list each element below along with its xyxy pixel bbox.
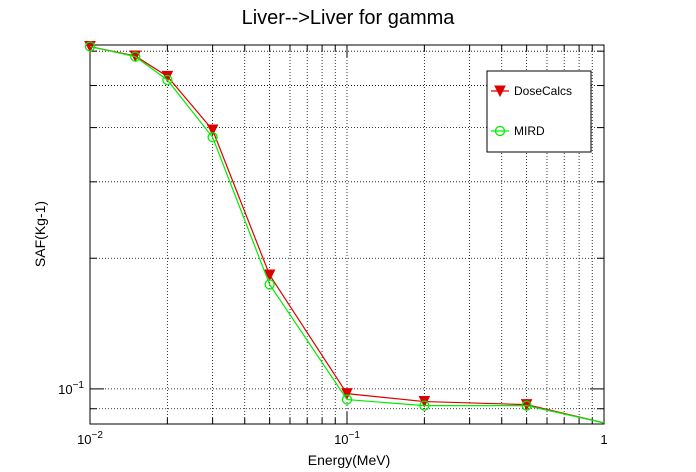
- data-point: [264, 279, 275, 290]
- data-point: [419, 400, 430, 411]
- data-point: [206, 124, 219, 137]
- data-point: [162, 74, 173, 86]
- legend-label: MIRD: [514, 124, 545, 138]
- data-point: [341, 388, 353, 400]
- y-tick-label: 10−1: [58, 380, 84, 397]
- legend: DoseCalcs MIRD: [486, 70, 592, 153]
- y-axis-label: SAF(Kg-1): [32, 201, 48, 267]
- series-mird: [84, 41, 605, 424]
- series-line: [89, 45, 605, 424]
- x-tick-label: 10−2: [77, 430, 103, 447]
- x-tick-label: 10−1: [334, 430, 360, 447]
- data-point: [263, 269, 276, 282]
- data-point: [341, 394, 353, 405]
- data-point: [207, 132, 218, 143]
- legend-box: [486, 70, 592, 153]
- legend-marker: [494, 85, 506, 98]
- axis-ticks: [89, 45, 605, 424]
- data-point: [521, 400, 532, 411]
- legend-label: DoseCalcs: [514, 84, 572, 98]
- legend-marker: [494, 125, 506, 137]
- tick-labels: 10−2 10−1 1 10−1: [58, 380, 607, 447]
- chart-title: Liver-->Liver for gamma: [242, 7, 456, 29]
- data-point: [84, 41, 96, 52]
- data-point: [130, 51, 141, 62]
- series-layer: [84, 41, 605, 424]
- x-tick-label: 1: [600, 432, 607, 447]
- x-axis-label: Energy(MeV): [308, 452, 390, 468]
